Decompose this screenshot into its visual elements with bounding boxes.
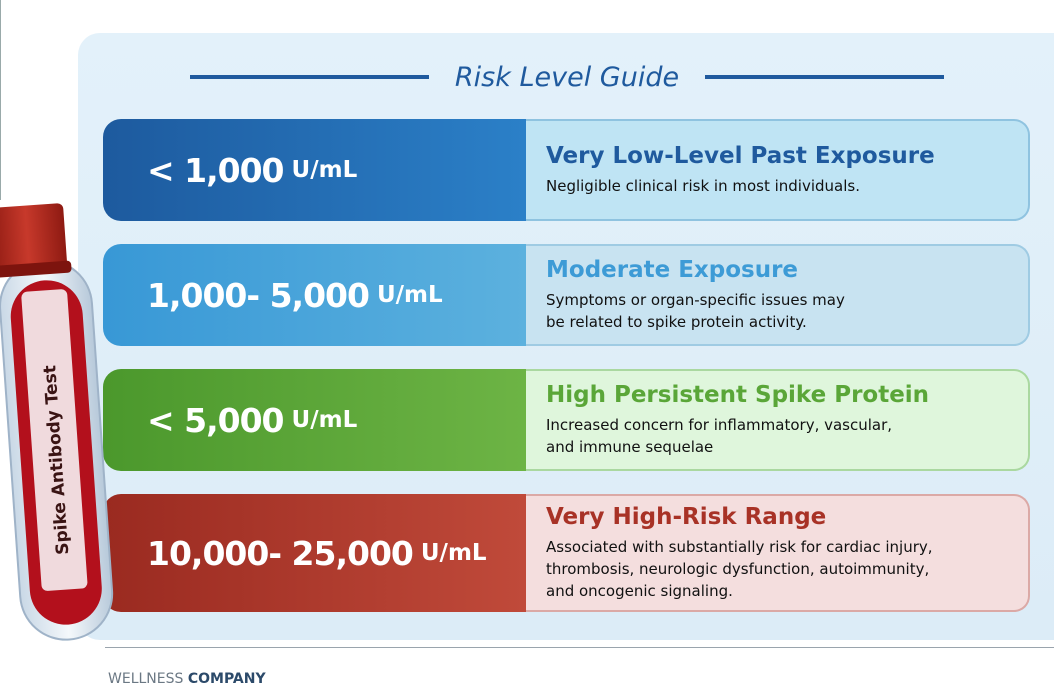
description-line: and oncogenic signaling. xyxy=(546,582,733,600)
risk-heading: Moderate Exposure xyxy=(546,257,799,283)
range-unit: U/mL xyxy=(291,407,358,433)
risk-heading: Very Low-Level Past Exposure xyxy=(546,143,935,169)
risk-row: 10,000- 25,000 U/mL Very High-Risk Range As… xyxy=(103,494,1030,612)
risk-heading: Very High-Risk Range xyxy=(546,504,827,530)
description-line: thrombosis, neurologic dysfunction, auto… xyxy=(546,560,930,578)
footer-rule xyxy=(105,647,1054,648)
range-box: 10,000- 25,000 U/mL xyxy=(103,494,526,612)
range-unit: U/mL xyxy=(420,540,487,566)
title-rule xyxy=(705,75,945,79)
range-value: 1,000- 5,000 xyxy=(147,275,370,315)
title-rule xyxy=(190,75,429,79)
description-line: be related to spike protein activity. xyxy=(546,313,807,331)
description-box: Moderate Exposure Symptoms or organ-speci… xyxy=(526,244,1030,346)
description-line: and immune sequelae xyxy=(546,438,714,456)
description-box: High Persistent Spike Protein Increased c… xyxy=(526,369,1030,471)
brand-light: WELLNESS xyxy=(108,671,184,687)
range-value: 10,000- 25,000 xyxy=(147,533,414,573)
range-value: < 1,000 xyxy=(147,150,285,190)
range-unit: U/mL xyxy=(291,157,358,183)
title-bar: Risk Level Guide xyxy=(190,58,945,96)
range-box: < 5,000 U/mL xyxy=(103,369,526,471)
description-line: Negligible clinical risk in most individ… xyxy=(546,177,860,195)
description-line: Symptoms or organ-specific issues may xyxy=(546,291,845,309)
description-box: Very High-Risk Range Associated with subs… xyxy=(526,494,1030,612)
test-tube: Spike Antibody Test xyxy=(0,203,114,641)
description-line: Increased concern for inflammatory, vasc… xyxy=(546,416,893,434)
brand-bold: COMPANY xyxy=(187,671,266,687)
edge-line xyxy=(0,0,1,200)
description-line: Associated with substantially risk for c… xyxy=(546,538,933,556)
risk-heading: High Persistent Spike Protein xyxy=(546,382,930,408)
range-value: < 5,000 xyxy=(147,400,285,440)
range-box: 1,000- 5,000 U/mL xyxy=(103,244,526,346)
range-unit: U/mL xyxy=(376,282,443,308)
risk-row: < 5,000 U/mL High Persistent Spike Protein… xyxy=(103,369,1030,471)
description-box: Very Low-Level Past Exposure Negligible c… xyxy=(526,119,1030,221)
risk-row: < 1,000 U/mL Very Low-Level Past Exposure N… xyxy=(103,119,1030,221)
risk-row: 1,000- 5,000 U/mL Moderate Exposure Symptom… xyxy=(103,244,1030,346)
footer: WELLNESS COMPANY xyxy=(108,671,266,687)
range-box: < 1,000 U/mL xyxy=(103,119,526,221)
title: Risk Level Guide xyxy=(454,61,680,93)
